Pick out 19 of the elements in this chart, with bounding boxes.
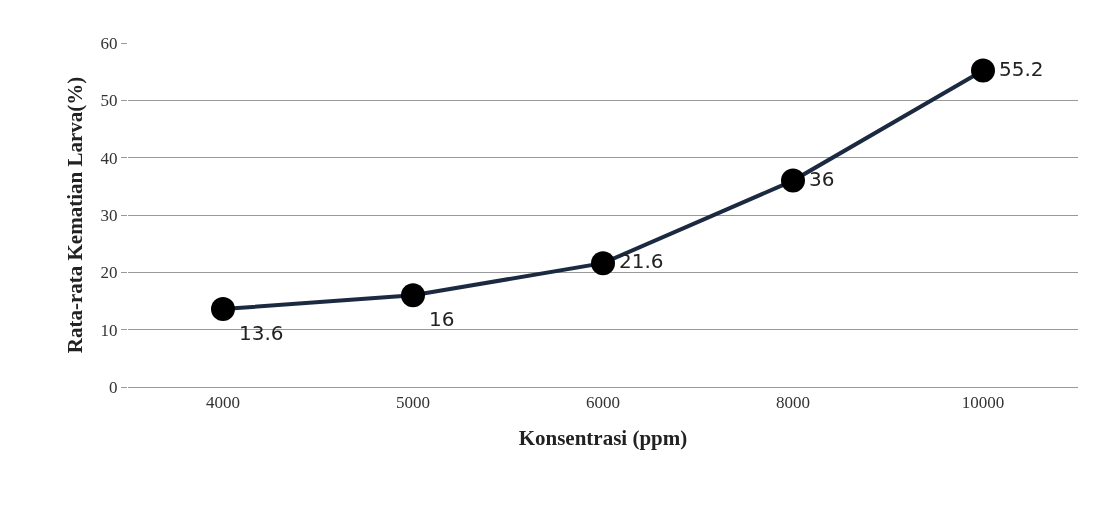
y-tick-label: 40 bbox=[100, 148, 118, 168]
y-tick-label: 0 bbox=[109, 377, 118, 397]
y-tick-label: 30 bbox=[100, 205, 118, 225]
x-axis-title: Konsentrasi (ppm) bbox=[518, 425, 688, 450]
x-tick-label: 8000 bbox=[776, 393, 810, 413]
data-label: 21.6 bbox=[619, 249, 664, 274]
x-tick-label: 4000 bbox=[206, 393, 240, 413]
x-tick-label: 10000 bbox=[961, 393, 1005, 413]
y-tick-label: 60 bbox=[100, 33, 118, 53]
y-tick-label: 20 bbox=[100, 263, 118, 283]
x-tick-label: 5000 bbox=[396, 393, 430, 413]
data-label: 36 bbox=[809, 166, 835, 191]
x-tick-label: 6000 bbox=[586, 393, 620, 413]
y-axis-title: Rata-rata Kematian Larva(%) bbox=[62, 76, 87, 354]
data-label: 55.2 bbox=[999, 56, 1044, 81]
data-label: 13.6 bbox=[239, 321, 284, 346]
data-label: 16 bbox=[429, 307, 455, 332]
y-tick-label: 50 bbox=[100, 91, 118, 111]
y-tick-label: 10 bbox=[100, 320, 118, 340]
